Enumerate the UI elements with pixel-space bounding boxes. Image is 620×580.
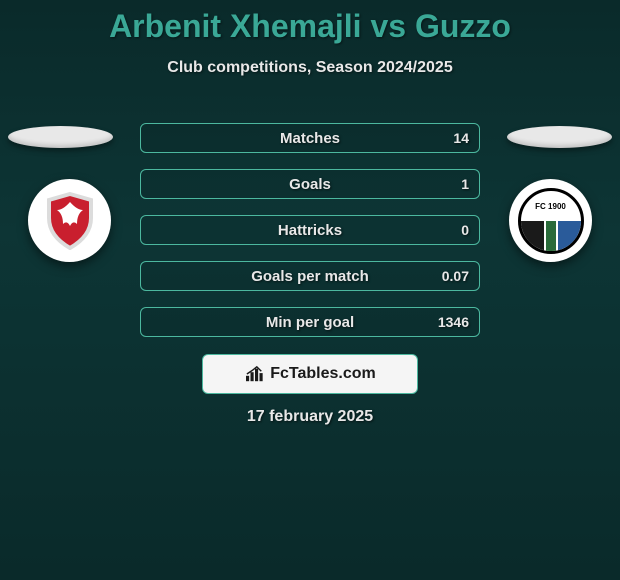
stat-label: Min per goal [266,314,354,331]
stat-row-min-per-goal: Min per goal 1346 [140,307,480,337]
subtitle: Club competitions, Season 2024/2025 [0,59,620,77]
page-title: Arbenit Xhemajli vs Guzzo [0,0,620,45]
stat-label: Matches [280,130,340,147]
stat-right-value: 1 [461,176,469,192]
badge-top-label: FC 1900 [521,191,581,223]
stat-row-goals-per-match: Goals per match 0.07 [140,261,480,291]
stat-right-value: 0 [461,222,469,238]
stat-label: Goals [289,176,331,193]
stat-right-value: 1346 [438,314,469,330]
stats-table: Matches 14 Goals 1 Hattricks 0 Goals per… [140,123,480,353]
player-right-flag [507,126,612,148]
stat-row-hattricks: Hattricks 0 [140,215,480,245]
badge-stripes [521,221,581,251]
shield-icon [45,192,95,250]
chart-icon [244,365,266,383]
stat-right-value: 0.07 [442,268,469,284]
stat-right-value: 14 [453,130,469,146]
player-left-club-badge [28,179,111,262]
stat-label: Goals per match [251,268,369,285]
brand-label: FcTables.com [270,365,376,383]
stat-row-goals: Goals 1 [140,169,480,199]
stat-label: Hattricks [278,222,342,239]
brand-box[interactable]: FcTables.com [202,354,418,394]
fcwil-icon: FC 1900 [518,188,584,254]
stat-row-matches: Matches 14 [140,123,480,153]
date-label: 17 february 2025 [0,408,620,426]
player-right-club-badge: FC 1900 [509,179,592,262]
player-left-flag [8,126,113,148]
